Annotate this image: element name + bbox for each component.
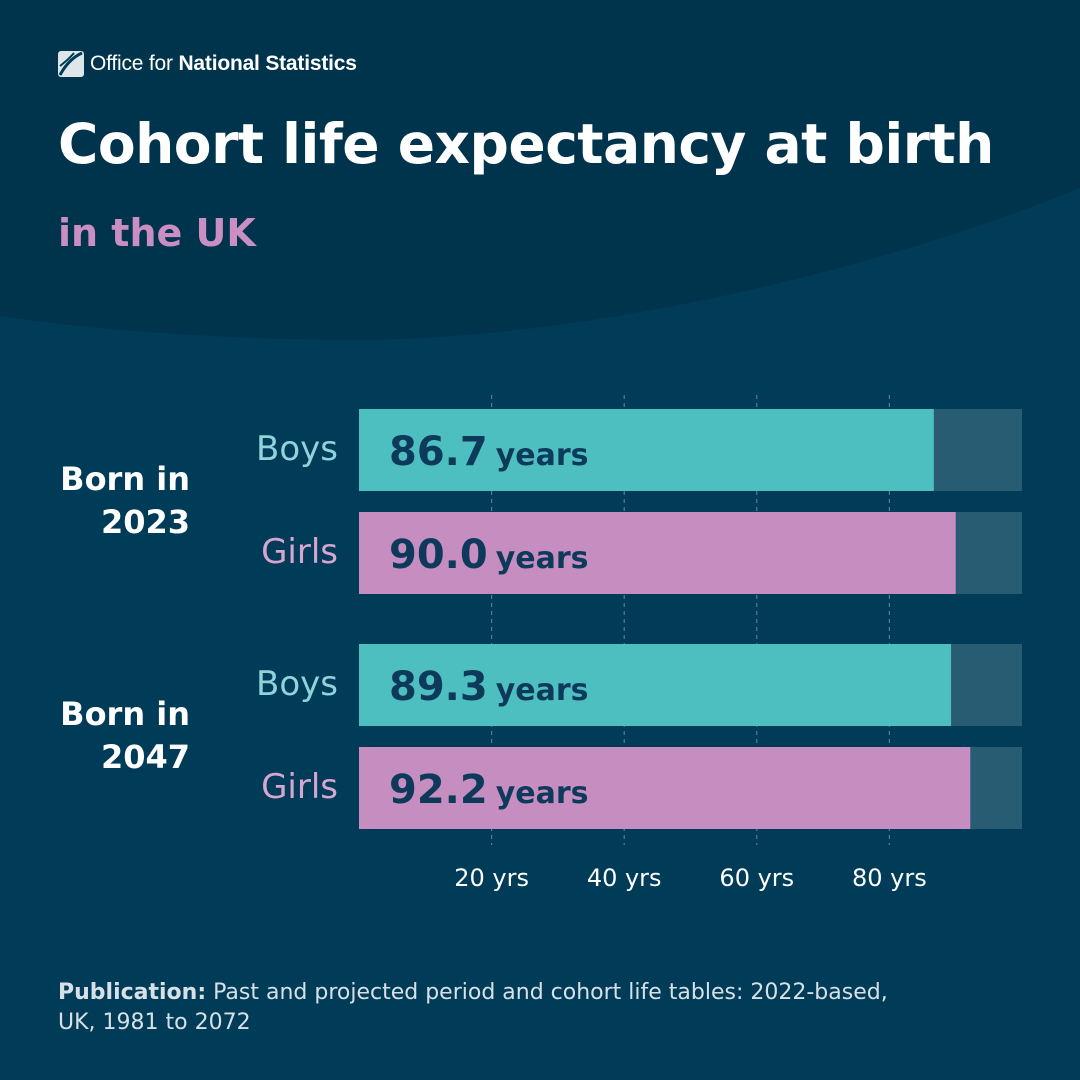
x-tick-label: 20 yrs <box>454 864 529 892</box>
footer-line1: Past and projected period and cohort lif… <box>213 980 888 1005</box>
header-band <box>0 0 1080 341</box>
bar-value-unit: years <box>496 541 589 576</box>
ons-logo: Office for National Statistics <box>58 50 357 78</box>
bar-value-label: 89.3 years <box>389 664 589 710</box>
group-label-line1: Born in <box>60 695 190 733</box>
group-label-2047: Born in 2047 <box>10 693 190 779</box>
bar-label-girls-2047: Girls <box>261 767 338 807</box>
bar-boys-2047 <box>359 644 952 726</box>
bar-value-number: 86.7 <box>389 429 488 475</box>
footer-line2: UK, 1981 to 2072 <box>58 1010 251 1035</box>
bar-value-label: 86.7 years <box>389 429 589 475</box>
footer-label: Publication: <box>58 980 207 1005</box>
bar-girls-2023 <box>359 512 956 594</box>
bar-value-label: 90.0 years <box>389 532 589 578</box>
bar-value-unit: years <box>496 776 589 811</box>
logo-text-light: Office for <box>90 52 173 75</box>
x-tick-label: 40 yrs <box>587 864 662 892</box>
x-tick-label: 60 yrs <box>719 864 794 892</box>
bar-label-boys-2047: Boys <box>256 664 338 704</box>
bar-label-boys-2023: Boys <box>256 429 338 469</box>
bar-label-girls-2023: Girls <box>261 532 338 572</box>
group-label-line2: 2023 <box>100 503 190 541</box>
bar-boys-2023 <box>359 409 934 491</box>
page-subtitle: in the UK <box>58 211 256 255</box>
x-tick-label: 80 yrs <box>852 864 927 892</box>
bar-girls-2047 <box>359 747 971 829</box>
footer-publication: Publication: Past and projected period a… <box>58 978 1038 1038</box>
bar-value-number: 92.2 <box>389 767 488 813</box>
bar-value-number: 89.3 <box>389 664 488 710</box>
group-label-2023: Born in 2023 <box>10 458 190 544</box>
bar-value-number: 90.0 <box>389 532 488 578</box>
bar-value-unit: years <box>496 438 589 473</box>
logo-text-bold: National Statistics <box>178 52 357 75</box>
logo-text: Office for National Statistics <box>90 52 357 76</box>
bar-value-unit: years <box>496 673 589 708</box>
bar-chart: 86.7 years 90.0 years 89.3 years 92.2 years 20 y… <box>0 390 1080 910</box>
group-label-line1: Born in <box>60 460 190 498</box>
group-label-line2: 2047 <box>100 738 190 776</box>
ons-logo-icon <box>58 51 84 77</box>
bar-value-label: 92.2 years <box>389 767 589 813</box>
page-title: Cohort life expectancy at birth <box>58 112 994 176</box>
